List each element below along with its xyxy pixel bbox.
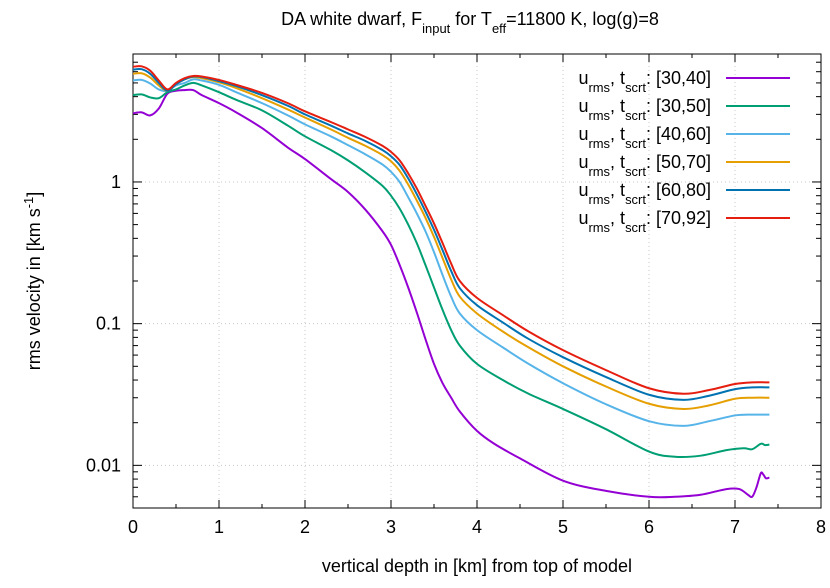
chart-title: DA white dwarf, Finput for Teff=11800 K,… (281, 9, 659, 36)
x-tick-label: 8 (816, 517, 826, 537)
legend-label-3: urms, tscrt: [40,60] (578, 124, 711, 151)
x-tick-label: 1 (214, 517, 224, 537)
legend-label-5: urms, tscrt: [60,80] (578, 180, 711, 207)
x-tick-label: 0 (128, 517, 138, 537)
x-tick-label: 4 (472, 517, 482, 537)
x-tick-label: 2 (300, 517, 310, 537)
y-tick-label: 0.01 (86, 455, 121, 475)
x-axis: 0 1 2 3 4 5 6 7 8 (128, 54, 826, 537)
series-lines (132, 65, 770, 499)
y-tick-label: 0.1 (96, 314, 121, 334)
series-line-5 (132, 67, 770, 401)
grid-lines (133, 54, 821, 508)
legend-label-4: urms, tscrt: [50,70] (578, 152, 711, 179)
legend-label-6: urms, tscrt: [70,92] (578, 208, 711, 235)
x-tick-label: 6 (644, 517, 654, 537)
series-line-3 (132, 78, 770, 427)
y-axis: 0.01 0.1 1 (86, 61, 821, 498)
legend-label-2: urms, tscrt: [30,50] (578, 96, 711, 123)
x-tick-label: 3 (386, 517, 396, 537)
y-tick-label: 1 (111, 172, 121, 192)
series-line-2 (132, 81, 770, 459)
legend-label-1: urms, tscrt: [30,40] (578, 68, 711, 95)
series-line-1 (132, 88, 770, 499)
series-line-6 (132, 65, 770, 395)
x-tick-label: 5 (558, 517, 568, 537)
x-axis-label: vertical depth in [km] from top of model (322, 556, 632, 576)
y-axis-label: rms velocity in [km s-1] (21, 192, 45, 371)
legend: urms, tscrt: [30,40]urms, tscrt: [30,50]… (578, 68, 790, 235)
x-tick-label: 7 (730, 517, 740, 537)
